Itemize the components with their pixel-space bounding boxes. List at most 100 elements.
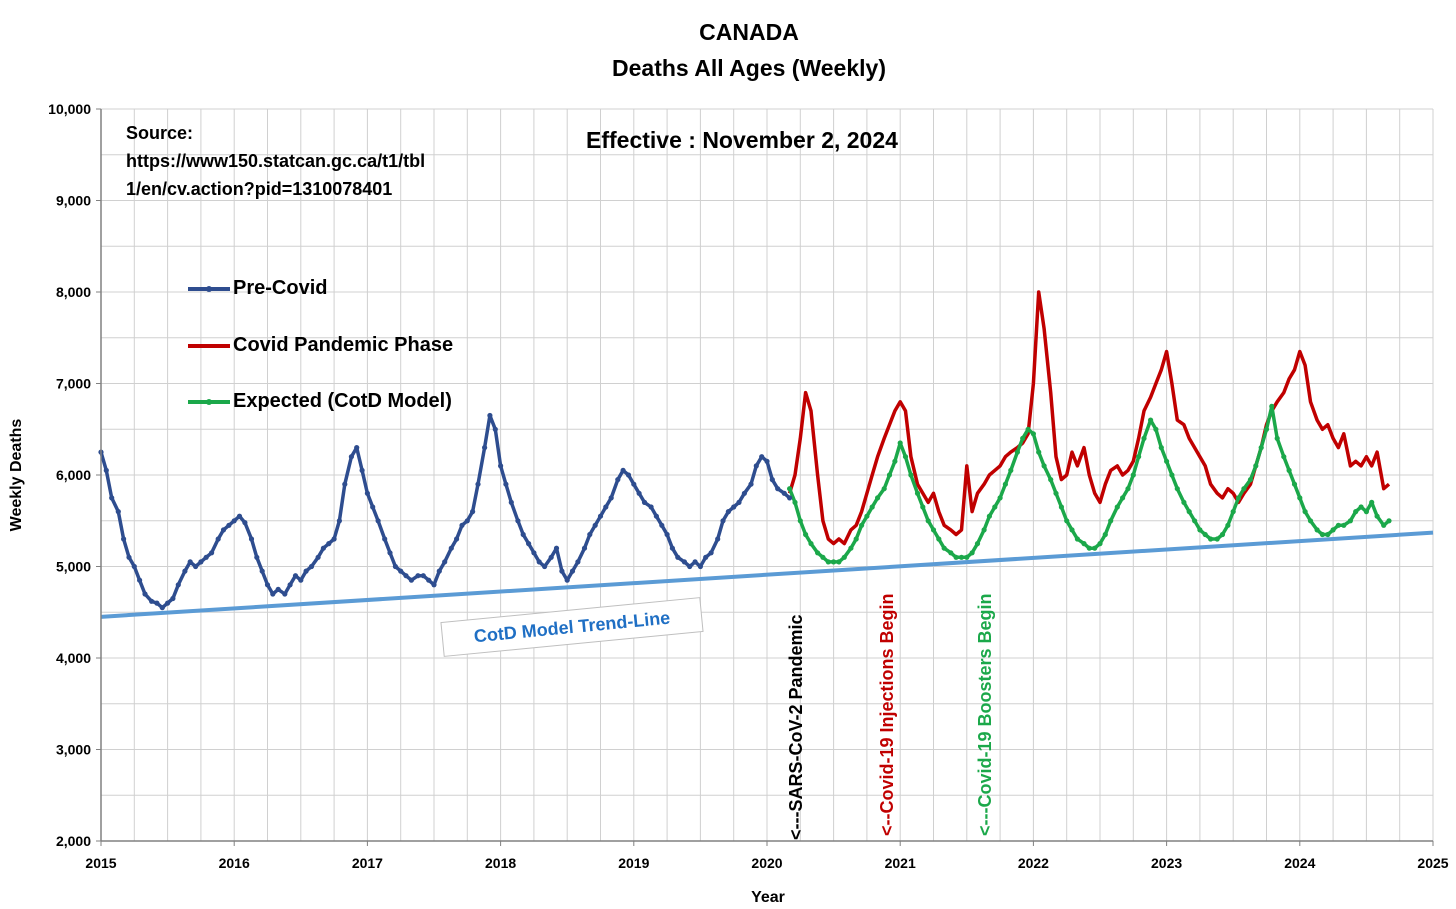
effective-date: Effective : November 2, 2024 <box>586 127 898 153</box>
pre-covid-point <box>725 509 732 515</box>
pre-covid-point <box>220 527 227 533</box>
expected-cotd-point <box>1102 531 1108 538</box>
pre-covid-point <box>292 573 299 579</box>
pre-covid-point <box>769 477 775 483</box>
x-tick-label: 2018 <box>485 855 516 871</box>
y-tick-label: 3,000 <box>56 742 91 758</box>
pre-covid-point <box>115 509 121 515</box>
x-tick-label: 2019 <box>618 855 649 871</box>
pre-covid-point <box>675 554 681 560</box>
expected-cotd-point <box>803 531 809 538</box>
expected-cotd-point <box>1036 449 1042 455</box>
pre-covid-point <box>564 577 570 583</box>
expected-cotd-point <box>886 472 893 478</box>
pre-covid-point <box>781 490 787 496</box>
source-line-1: Source: <box>126 123 193 143</box>
pre-covid-point <box>193 563 199 570</box>
expected-cotd-point <box>1108 518 1114 524</box>
expected-cotd-point <box>1302 509 1308 515</box>
expected-cotd-point <box>964 554 970 560</box>
legend-pre-covid-marker <box>206 286 212 292</box>
pre-covid-point <box>364 490 370 496</box>
expected-cotd-point <box>1319 531 1325 538</box>
pre-covid-point <box>508 499 514 505</box>
expected-cotd-point <box>859 522 865 528</box>
pre-covid-point <box>536 559 542 565</box>
expected-cotd-point <box>1291 481 1298 487</box>
expected-cotd-point <box>1202 531 1208 538</box>
expected-cotd-point <box>1120 495 1126 501</box>
pre-covid-point <box>242 520 248 526</box>
pre-covid-point <box>170 595 176 602</box>
pre-covid-point <box>259 568 265 574</box>
pre-covid-point <box>687 563 693 570</box>
expected-cotd-point <box>925 518 931 524</box>
axes: 2015 2016 2017 2018 2019 2020 2021 2022 2023 2024… <box>48 101 1449 871</box>
pre-covid-point <box>270 591 276 597</box>
x-tick-label: 2023 <box>1151 855 1182 871</box>
pre-covid-point <box>597 513 604 519</box>
expected-cotd-point <box>869 504 875 510</box>
expected-cotd-point <box>1069 527 1075 533</box>
y-tick-label: 5,000 <box>56 559 91 575</box>
pre-covid-point <box>620 467 626 473</box>
expected-cotd-point <box>1374 513 1380 519</box>
source-line-3: 1/en/cv.action?pid=1310078401 <box>126 179 392 199</box>
pre-covid-point <box>149 598 155 604</box>
expected-cotd-point <box>1386 518 1392 524</box>
sars-marker-label: <---SARS-CoV-2 Pandemic <box>786 614 806 840</box>
pre-covid-point <box>320 545 326 551</box>
pre-covid-point <box>436 568 442 574</box>
pre-covid-point <box>581 545 588 551</box>
chart-subtitle: Deaths All Ages (Weekly) <box>612 55 886 81</box>
expected-cotd-point <box>1125 486 1131 492</box>
expected-cotd-point <box>881 486 887 492</box>
expected-cotd-point <box>892 458 898 464</box>
expected-cotd-point <box>848 545 854 551</box>
expected-cotd-point <box>1358 504 1364 510</box>
trend-label-box: CotD Model Trend-Line <box>440 597 704 657</box>
pre-covid-point <box>569 568 576 574</box>
expected-cotd-point <box>986 513 993 519</box>
pre-covid-point <box>587 531 593 538</box>
pre-covid-point <box>625 472 632 478</box>
expected-cotd-point <box>797 518 803 524</box>
pre-covid-point <box>203 554 209 560</box>
expected-cotd-point <box>1169 472 1175 478</box>
pre-covid-point <box>215 536 221 542</box>
expected-cotd-point <box>1353 509 1359 515</box>
pre-covid-point <box>681 559 688 565</box>
x-axis-label: Year <box>751 889 785 906</box>
expected-cotd-point <box>1208 536 1214 542</box>
pre-covid-point <box>636 490 642 496</box>
expected-cotd-point <box>1263 426 1270 432</box>
expected-cotd-point <box>1064 518 1070 524</box>
pre-covid-point <box>664 531 670 538</box>
expected-cotd-point <box>820 554 826 560</box>
pre-covid-point <box>331 536 337 542</box>
expected-cotd-point <box>992 504 998 510</box>
pre-covid-point <box>787 495 793 501</box>
expected-cotd-point <box>1141 435 1147 441</box>
pre-covid-point <box>326 541 332 547</box>
pre-covid-point <box>753 463 759 469</box>
expected-cotd-point <box>948 550 954 556</box>
pre-covid-point <box>159 605 165 611</box>
pre-covid-point <box>375 518 381 524</box>
expected-cotd-point <box>1230 509 1236 515</box>
expected-cotd-point <box>897 440 903 446</box>
expected-cotd-point <box>1197 527 1203 533</box>
pre-covid-point <box>487 412 493 419</box>
pre-covid-point <box>287 582 293 588</box>
expected-cotd-point <box>1153 426 1159 432</box>
pre-covid-point <box>109 495 115 501</box>
expected-cotd-point <box>1002 481 1009 487</box>
injections-marker-label: <--Covid-19 Injections Begin <box>877 593 897 836</box>
pre-covid-point <box>209 550 215 556</box>
trend-line-group <box>100 530 1434 619</box>
pre-covid-point <box>464 518 470 524</box>
expected-cotd-point <box>902 454 909 460</box>
expected-cotd-point <box>825 559 831 565</box>
series-group <box>98 290 1392 611</box>
